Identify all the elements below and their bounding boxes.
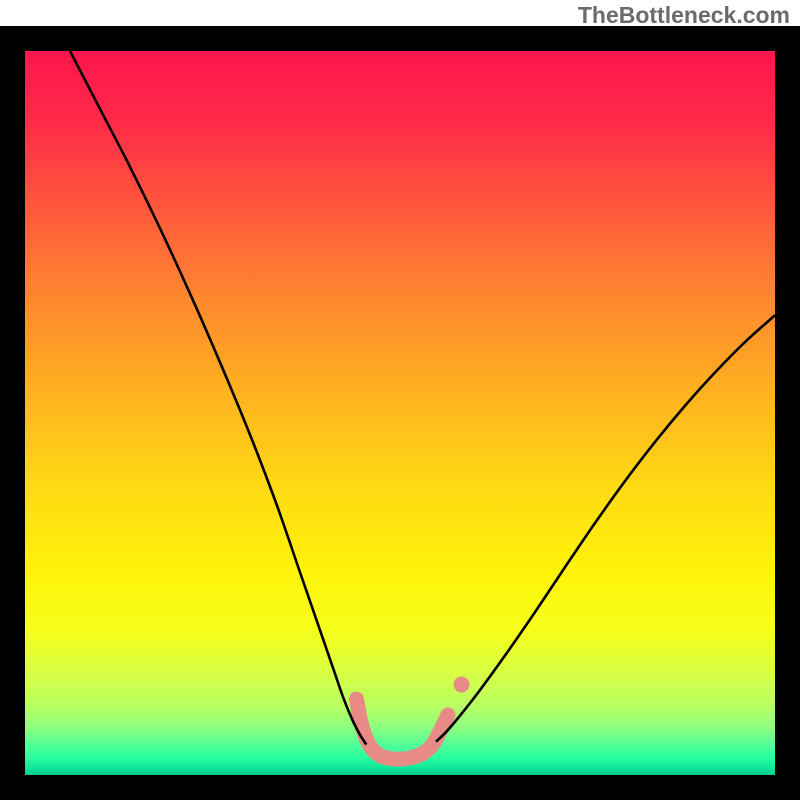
attribution-text: TheBottleneck.com: [578, 2, 790, 29]
plot-area: [25, 51, 775, 775]
chart-stage: TheBottleneck.com: [0, 0, 800, 800]
curve-overlay: [25, 51, 775, 775]
bottom-marker-path: [357, 699, 449, 759]
right-curve: [436, 315, 775, 741]
left-curve: [70, 51, 366, 745]
bottom-marker-dot: [454, 677, 470, 693]
